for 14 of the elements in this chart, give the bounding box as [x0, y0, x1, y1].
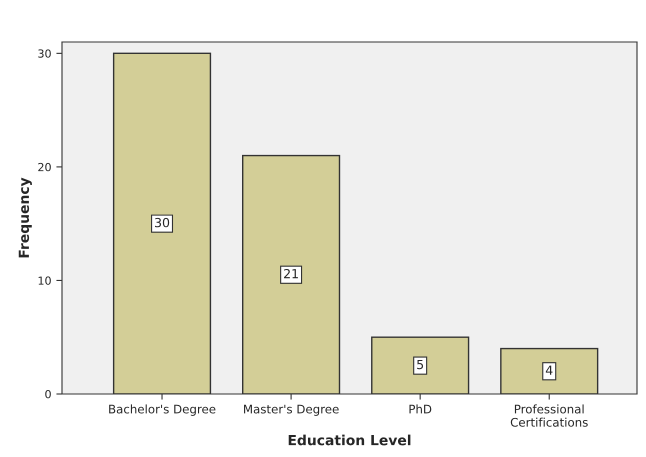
y-tick-label: 0: [45, 390, 51, 398]
y-tick-label: 10: [38, 276, 51, 285]
y-tick-label: 30: [38, 49, 51, 58]
x-tick-label: Professional Certifications: [510, 404, 588, 427]
x-tick-label: Bachelor's Degree: [109, 404, 216, 416]
x-tick-label: PhD: [409, 404, 432, 414]
x-axis-title: Education Level: [288, 434, 410, 446]
x-tick-label: Master's Degree: [244, 404, 339, 416]
y-tick-label: 20: [38, 162, 51, 172]
data-label: 4: [546, 366, 553, 375]
data-label: 30: [155, 218, 170, 228]
data-label: 21: [284, 268, 298, 278]
data-label: 5: [417, 360, 424, 370]
y-axis-title: Frequency: [18, 178, 32, 258]
